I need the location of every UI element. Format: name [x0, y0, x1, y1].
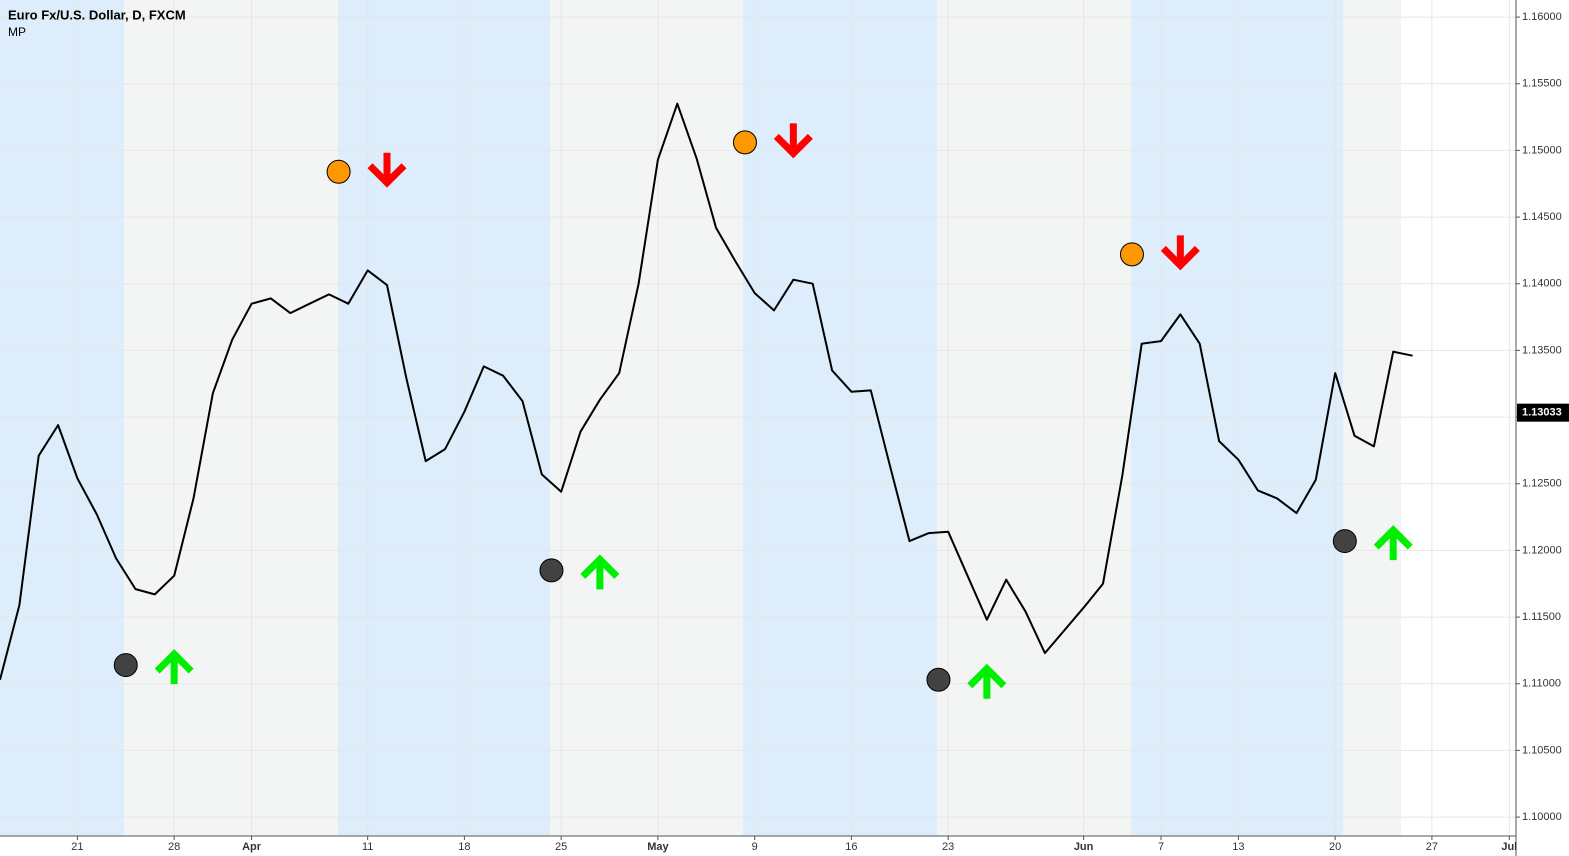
- indicator-name: MP: [8, 25, 26, 39]
- signal-dot: [1332, 529, 1357, 554]
- arrow-up: [1373, 525, 1413, 561]
- band: [338, 0, 550, 836]
- x-tick-label: 18: [458, 841, 470, 853]
- signal-dot: [539, 558, 564, 583]
- x-tick-label: 27: [1426, 841, 1438, 853]
- arrow-down: [367, 152, 407, 188]
- signal-dot: [1119, 242, 1144, 267]
- signal-dot: [926, 667, 951, 692]
- last-price-badge: [1517, 403, 1569, 422]
- x-tick-label: Jul: [1501, 841, 1517, 853]
- x-tick-label: 13: [1232, 841, 1244, 853]
- x-tick-label: 9: [752, 841, 758, 853]
- signal-dot: [732, 130, 757, 155]
- x-tick-label: 16: [845, 841, 857, 853]
- y-tick-label: 1.14000: [1522, 278, 1562, 290]
- band: [550, 0, 743, 836]
- x-tick-label: Jun: [1074, 841, 1094, 853]
- band: [1131, 0, 1343, 836]
- x-tick-label: 7: [1158, 841, 1164, 853]
- y-tick-label: 1.15000: [1522, 144, 1562, 156]
- last-price-label: 1.13033: [1522, 407, 1562, 419]
- y-tick-label: 1.11500: [1522, 611, 1561, 623]
- x-tick-label: 20: [1329, 841, 1341, 853]
- price-line: [0, 102, 1413, 680]
- y-tick-label: 1.16000: [1522, 11, 1562, 23]
- band: [937, 0, 1131, 836]
- y-tick-label: 1.15500: [1522, 78, 1562, 90]
- y-tick-label: 1.12000: [1522, 544, 1562, 556]
- x-tick-label: 21: [71, 841, 83, 853]
- grid: [0, 0, 1516, 836]
- x-tick-label: 25: [555, 841, 567, 853]
- y-tick-label: 1.10000: [1522, 811, 1562, 823]
- x-tick-label: 23: [942, 841, 954, 853]
- y-tick-label: 1.10500: [1522, 744, 1562, 756]
- arrow-up: [580, 554, 620, 590]
- arrow-up: [967, 663, 1007, 699]
- x-tick-label: May: [647, 841, 669, 853]
- band: [0, 0, 124, 836]
- band: [1343, 0, 1401, 836]
- background-bands: [0, 0, 1401, 836]
- arrow-down: [1160, 235, 1200, 271]
- axes: 1.10000 1.10500 1.11000 1.11500 1.12000 1.125…: [71, 11, 1569, 853]
- x-tick-label: Apr: [242, 841, 262, 853]
- x-tick-label: 11: [362, 841, 373, 853]
- y-tick-label: 1.11000: [1522, 678, 1561, 690]
- arrow-up: [154, 649, 194, 685]
- y-tick-label: 1.12500: [1522, 478, 1562, 490]
- chart-title: Euro Fx/U.S. Dollar, D, FXCM: [8, 7, 186, 22]
- plot: [0, 102, 1413, 699]
- arrow-down: [773, 123, 813, 159]
- band: [124, 0, 338, 836]
- y-tick-label: 1.14500: [1522, 211, 1562, 223]
- y-tick-label: 1.13500: [1522, 344, 1562, 356]
- signal-dot: [326, 159, 351, 184]
- band: [743, 0, 937, 836]
- x-tick-label: 28: [168, 841, 180, 853]
- signal-dot: [113, 653, 138, 678]
